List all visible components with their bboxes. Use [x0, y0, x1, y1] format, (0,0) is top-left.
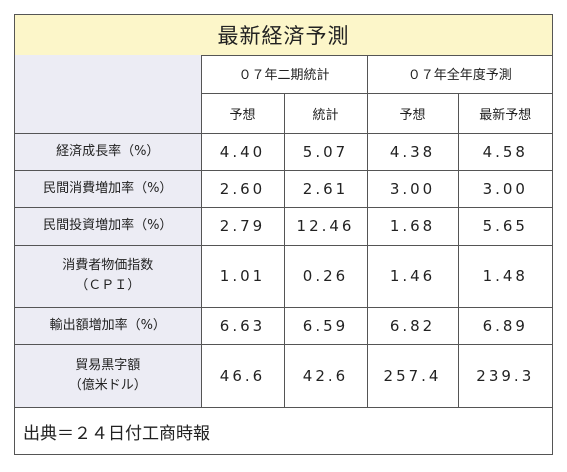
table-row: 輸出額増加率（%） 6.63 6.59 6.82 6.89: [15, 306, 553, 345]
header-corner-cell: [15, 55, 202, 134]
value-cell: 6.89: [457, 306, 553, 345]
value-cell: 3.00: [366, 169, 459, 208]
value-cell: 6.59: [283, 306, 368, 345]
header-latest-forecast: 最新予想: [457, 92, 553, 134]
value-cell: 6.63: [200, 306, 285, 345]
value-cell: 5.07: [283, 132, 368, 171]
value-cell: 6.82: [366, 306, 459, 345]
value-cell: 2.60: [200, 169, 285, 208]
value-cell: 2.61: [283, 169, 368, 208]
value-cell: 2.79: [200, 206, 285, 246]
header-forecast: 予想: [201, 92, 285, 134]
header-group-full-year-forecast: ０７年全年度予測: [366, 55, 553, 94]
source-note: 出典＝２４日付工商時報: [15, 407, 552, 454]
row-label: 消費者物価指数 （ＣＰＩ）: [15, 244, 202, 308]
table-row: 貿易黒字額 （億米ドル） 46.6 42.6 257.4 239.3: [15, 343, 553, 408]
value-cell: 1.46: [366, 244, 459, 308]
row-label: 民間消費増加率（%）: [15, 169, 202, 208]
value-cell: 239.3: [457, 343, 553, 408]
table-row: 民間投資増加率（%） 2.79 12.46 1.68 5.65: [15, 206, 553, 246]
table-title: 最新経済予測: [15, 15, 552, 56]
value-cell: 12.46: [283, 206, 368, 246]
row-label: 経済成長率（%）: [15, 132, 202, 171]
value-cell: 1.68: [366, 206, 459, 246]
header-forecast: 予想: [366, 92, 459, 134]
table-row: 経済成長率（%） 4.40 5.07 4.38 4.58: [15, 132, 553, 171]
value-cell: 1.48: [457, 244, 553, 308]
value-cell: 1.01: [200, 244, 285, 308]
value-cell: 46.6: [200, 343, 285, 408]
value-cell: 257.4: [366, 343, 459, 408]
value-cell: 4.38: [366, 132, 459, 171]
value-cell: 4.58: [457, 132, 553, 171]
forecast-table-panel: 最新経済予測 ０７年二期統計 ０７年全年度予測 予想 統計 予想 最新予想 経済…: [14, 14, 553, 455]
value-cell: 5.65: [457, 206, 553, 246]
table-row: 民間消費増加率（%） 2.60 2.61 3.00 3.00: [15, 169, 553, 208]
row-label: 輸出額増加率（%）: [15, 306, 202, 345]
forecast-table: ０７年二期統計 ０７年全年度予測 予想 統計 予想 最新予想 経済成長率（%） …: [15, 55, 553, 408]
header-statistics: 統計: [283, 92, 368, 134]
table-row: 消費者物価指数 （ＣＰＩ） 1.01 0.26 1.46 1.48: [15, 244, 553, 308]
value-cell: 3.00: [457, 169, 553, 208]
row-label: 貿易黒字額 （億米ドル）: [15, 343, 202, 408]
value-cell: 0.26: [283, 244, 368, 308]
value-cell: 42.6: [283, 343, 368, 408]
row-label: 民間投資増加率（%）: [15, 206, 202, 246]
header-group-q2-stats: ０７年二期統計: [200, 55, 368, 94]
value-cell: 4.40: [200, 132, 285, 171]
